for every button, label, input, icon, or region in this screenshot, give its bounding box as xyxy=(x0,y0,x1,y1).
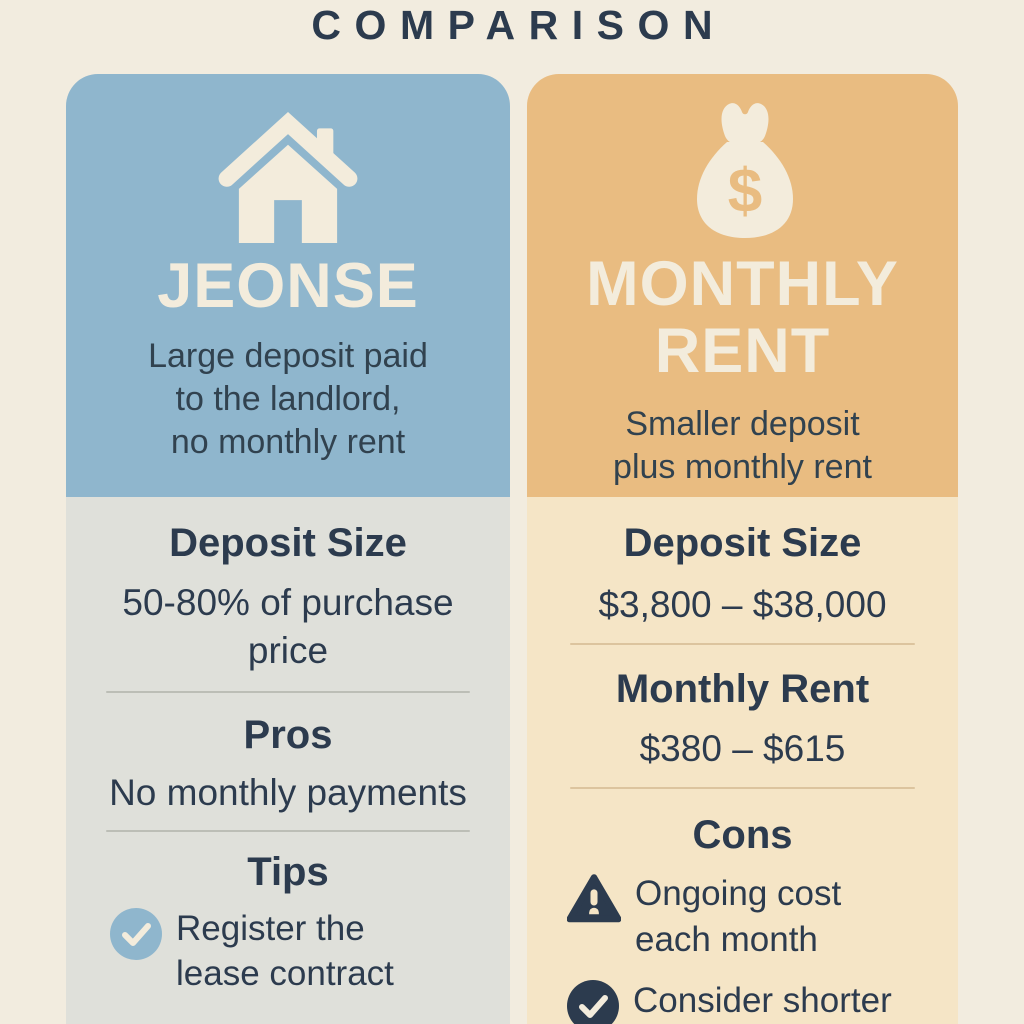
monthly-rent-title: MONTHLY RENT xyxy=(586,249,899,387)
divider xyxy=(106,691,470,694)
money-bag-icon: $ xyxy=(696,103,793,239)
cons-heading: Cons xyxy=(692,813,793,858)
monthly-rent-column: $ MONTHLY RENT Smaller deposit plus mont… xyxy=(527,74,958,1024)
check-circle-icon xyxy=(110,907,162,960)
monthly-rent-value: $380 – $615 xyxy=(639,728,846,770)
warning-icon xyxy=(567,874,621,923)
jeonse-pros-heading: Pros xyxy=(243,713,333,758)
svg-text:$: $ xyxy=(727,157,761,226)
jeonse-tip-item: Register the lease contract xyxy=(66,906,510,996)
cons-item: Ongoing cost each month xyxy=(527,871,958,961)
page-title: COMPARISON xyxy=(311,2,727,48)
house-icon xyxy=(218,112,358,244)
divider xyxy=(570,787,915,790)
comparison-columns: JEONSE Large deposit paid to the landlor… xyxy=(0,74,1024,1024)
divider xyxy=(570,643,915,646)
cons-item-text: Ongoing cost each month xyxy=(635,874,842,959)
jeonse-title: JEONSE xyxy=(157,251,419,322)
check-circle-icon xyxy=(567,979,619,1024)
jeonse-subtitle: Large deposit paid to the landlord, no m… xyxy=(148,337,428,462)
rent-deposit-value: $3,800 – $38,000 xyxy=(598,584,887,626)
cons-item-text: Consider shorter leases xyxy=(633,980,892,1020)
jeonse-body: Deposit Size 50-80% of purchase price Pr… xyxy=(66,497,510,1024)
jeonse-column: JEONSE Large deposit paid to the landlor… xyxy=(66,74,510,1024)
monthly-rent-body: Deposit Size $3,800 – $38,000 Monthly Re… xyxy=(527,497,958,1024)
jeonse-pros-value: No monthly payments xyxy=(109,772,467,814)
jeonse-deposit-heading: Deposit Size xyxy=(169,521,407,566)
jeonse-tip-text: Register the lease contract xyxy=(176,908,394,993)
divider xyxy=(106,829,470,832)
jeonse-deposit-value: 50-80% of purchase price xyxy=(122,582,454,672)
jeonse-tips-heading: Tips xyxy=(247,849,329,894)
monthly-rent-header: $ MONTHLY RENT Smaller deposit plus mont… xyxy=(527,74,958,498)
monthly-rent-subtitle: Smaller deposit plus monthly rent xyxy=(613,404,872,486)
monthly-rent-heading: Monthly Rent xyxy=(615,667,870,712)
jeonse-header: JEONSE Large deposit paid to the landlor… xyxy=(66,74,510,498)
rent-deposit-heading: Deposit Size xyxy=(623,521,862,566)
cons-item: Consider shorter leases xyxy=(527,978,958,1024)
